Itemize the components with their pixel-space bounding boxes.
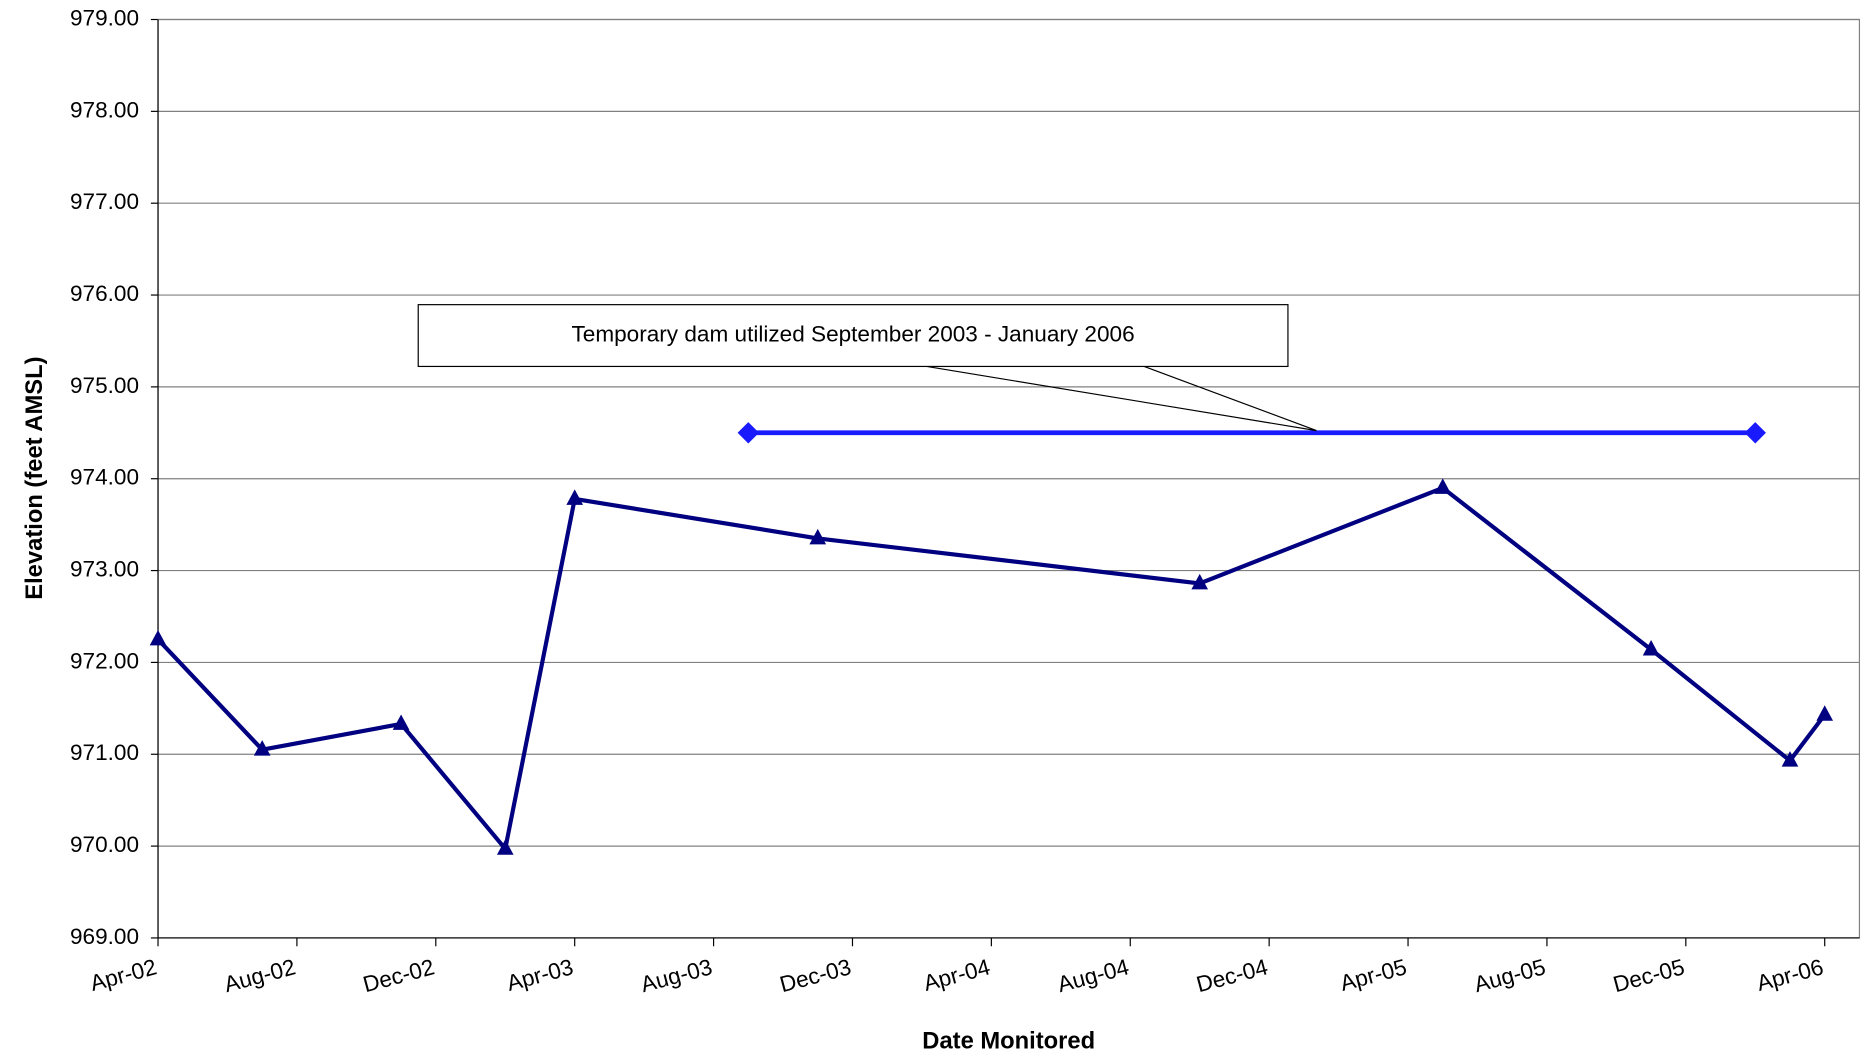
point	[1781, 751, 1799, 767]
x-tick-label: Aug-03	[638, 954, 715, 997]
point	[1191, 573, 1209, 590]
y-tick-label: 971.00	[70, 740, 139, 765]
y-tick-label: 969.00	[70, 924, 139, 949]
x-tick-label: Dec-02	[360, 954, 437, 997]
callout-line	[926, 365, 1317, 432]
point	[253, 740, 271, 756]
x-tick-label: Aug-04	[1055, 954, 1132, 997]
x-tick-label: Apr-02	[87, 954, 159, 996]
point	[566, 489, 584, 505]
x-tick-label: Apr-04	[921, 954, 993, 996]
point	[1642, 640, 1660, 656]
y-tick-label: 979.00	[70, 5, 139, 30]
y-tick-label: 975.00	[70, 373, 139, 398]
point	[149, 629, 167, 646]
x-tick-label: Aug-05	[1471, 954, 1548, 997]
annotation-box	[417, 304, 1289, 368]
annotation: Temporary dam utilized September 2003 - …	[572, 322, 1135, 347]
x-tick-label: Dec-03	[777, 954, 854, 997]
point	[1816, 705, 1834, 721]
y-tick-label: 977.00	[70, 189, 139, 214]
x-axis-title: Date Monitored	[922, 1027, 1095, 1054]
y-tick-label: 976.00	[70, 281, 139, 306]
x-tick-label: Aug-02	[221, 954, 298, 997]
point	[496, 839, 514, 855]
y-axis-title: Elevation (feet AMSL)	[21, 357, 48, 600]
y-tick-label: 974.00	[70, 465, 139, 490]
y-tick-label: 973.00	[70, 557, 139, 582]
point	[809, 528, 827, 545]
point	[737, 422, 760, 444]
x-tick-label: Dec-04	[1194, 954, 1271, 997]
series-line	[156, 485, 1827, 851]
y-tick-label: 970.00	[70, 832, 139, 857]
x-tick-label: Apr-05	[1337, 954, 1409, 996]
point	[392, 714, 410, 730]
y-tick-label: 978.00	[70, 97, 139, 122]
x-tick-label: Apr-03	[504, 954, 576, 996]
y-tick-label: 972.00	[70, 648, 139, 673]
point	[1434, 478, 1452, 494]
x-tick-label: Apr-06	[1754, 954, 1826, 996]
x-tick-label: Dec-05	[1610, 954, 1687, 997]
point	[1744, 422, 1766, 444]
